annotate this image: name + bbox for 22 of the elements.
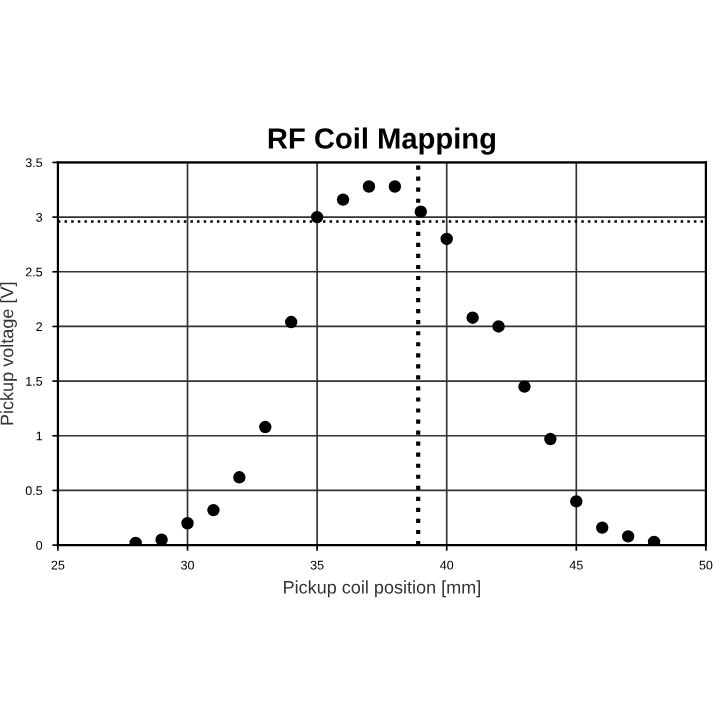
point <box>284 315 298 329</box>
point <box>259 420 272 434</box>
point <box>233 471 246 484</box>
point <box>414 205 427 218</box>
point <box>596 521 609 534</box>
point <box>388 180 402 193</box>
point <box>647 535 661 546</box>
point <box>181 517 194 530</box>
point <box>362 180 376 193</box>
x-axis-title: Pickup coil position [mm] <box>284 580 480 598</box>
point <box>570 495 583 508</box>
point <box>207 503 220 517</box>
chart-title: RF Coil Mapping <box>268 127 495 155</box>
point <box>492 320 505 333</box>
point <box>466 311 479 324</box>
point <box>310 210 324 224</box>
point <box>336 193 350 206</box>
point <box>440 232 453 246</box>
point <box>621 530 635 543</box>
point <box>544 432 557 446</box>
y-axis-title: Pickup voltage [V] <box>0 282 17 425</box>
point <box>518 380 531 393</box>
